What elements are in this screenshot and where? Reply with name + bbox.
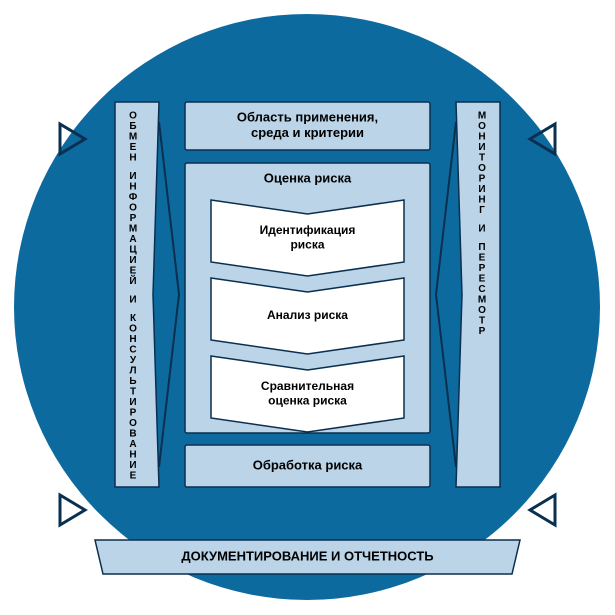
svg-text:О: О — [478, 121, 486, 132]
svg-text:О: О — [478, 305, 486, 316]
svg-text:Н: Н — [129, 182, 136, 193]
svg-text:О: О — [129, 111, 137, 122]
svg-text:Е: Е — [479, 253, 486, 264]
svg-text:И: И — [478, 224, 485, 235]
svg-text:Е: Е — [130, 266, 137, 277]
svg-text:В: В — [129, 429, 136, 440]
svg-text:М: М — [478, 111, 486, 122]
svg-text:Ц: Ц — [129, 245, 137, 256]
svg-text:оценка риска: оценка риска — [268, 393, 347, 407]
scope-box: Область применения,среда и критерии — [185, 102, 430, 150]
svg-text:Ф: Ф — [129, 192, 138, 203]
svg-text:среда и критерии: среда и критерии — [251, 125, 364, 140]
svg-text:М: М — [478, 295, 486, 306]
svg-text:Р: Р — [479, 263, 486, 274]
svg-text:И: И — [129, 295, 136, 306]
svg-text:А: А — [129, 439, 136, 450]
documentation-band: ДОКУМЕНТИРОВАНИЕ И ОТЧЕТНОСТЬ — [95, 540, 520, 574]
right-band: МОНИТОРИНГИПЕРЕСМОТР — [456, 102, 500, 487]
svg-text:Р: Р — [479, 174, 486, 185]
svg-text:Анализ риска: Анализ риска — [267, 308, 348, 322]
svg-text:Сравнительная: Сравнительная — [261, 379, 354, 393]
svg-text:И: И — [129, 460, 136, 471]
svg-text:Л: Л — [129, 366, 136, 377]
svg-text:М: М — [129, 224, 137, 235]
svg-text:Т: Т — [479, 316, 485, 327]
svg-text:И: И — [129, 171, 136, 182]
svg-text:С: С — [478, 284, 485, 295]
svg-text:Е: Е — [130, 471, 137, 482]
svg-text:К: К — [130, 313, 137, 324]
svg-text:С: С — [129, 345, 136, 356]
svg-text:Б: Б — [129, 121, 136, 132]
svg-text:Н: Н — [478, 195, 485, 206]
svg-text:Е: Е — [479, 274, 486, 285]
svg-text:О: О — [478, 163, 486, 174]
svg-text:риска: риска — [290, 237, 324, 251]
svg-text:И: И — [478, 142, 485, 153]
svg-text:Ь: Ь — [129, 376, 136, 387]
svg-text:О: О — [129, 418, 137, 429]
svg-text:ДОКУМЕНТИРОВАНИЕ И ОТЧЕТНОСТЬ: ДОКУМЕНТИРОВАНИЕ И ОТЧЕТНОСТЬ — [181, 548, 433, 563]
svg-text:Оценка риска: Оценка риска — [264, 170, 352, 185]
svg-text:Р: Р — [130, 408, 137, 419]
svg-text:Р: Р — [130, 213, 137, 224]
svg-text:О: О — [129, 203, 137, 214]
svg-text:М: М — [129, 132, 137, 143]
svg-text:Идентификация: Идентификация — [260, 223, 356, 237]
svg-text:Н: Н — [478, 132, 485, 143]
svg-text:Т: Т — [130, 387, 136, 398]
svg-text:Обработка риска: Обработка риска — [253, 457, 363, 472]
svg-text:Й: Й — [129, 274, 136, 287]
svg-text:А: А — [129, 234, 136, 245]
svg-text:П: П — [478, 242, 485, 253]
svg-text:Е: Е — [130, 142, 137, 153]
svg-text:Г: Г — [479, 205, 485, 216]
svg-text:И: И — [129, 397, 136, 408]
svg-text:Т: Т — [479, 153, 485, 164]
svg-text:Р: Р — [479, 326, 486, 337]
svg-text:Область применения,: Область применения, — [237, 110, 378, 125]
svg-text:О: О — [129, 324, 137, 335]
svg-text:У: У — [130, 355, 137, 366]
svg-text:Н: Н — [129, 450, 136, 461]
svg-text:И: И — [478, 184, 485, 195]
svg-text:И: И — [129, 255, 136, 266]
svg-text:Н: Н — [129, 153, 136, 164]
treatment-box: Обработка риска — [185, 445, 430, 487]
svg-text:Н: Н — [129, 334, 136, 345]
left-band: ОБМЕНИНФОРМАЦИЕЙИКОНСУЛЬТИРОВАНИЕ — [115, 102, 159, 487]
